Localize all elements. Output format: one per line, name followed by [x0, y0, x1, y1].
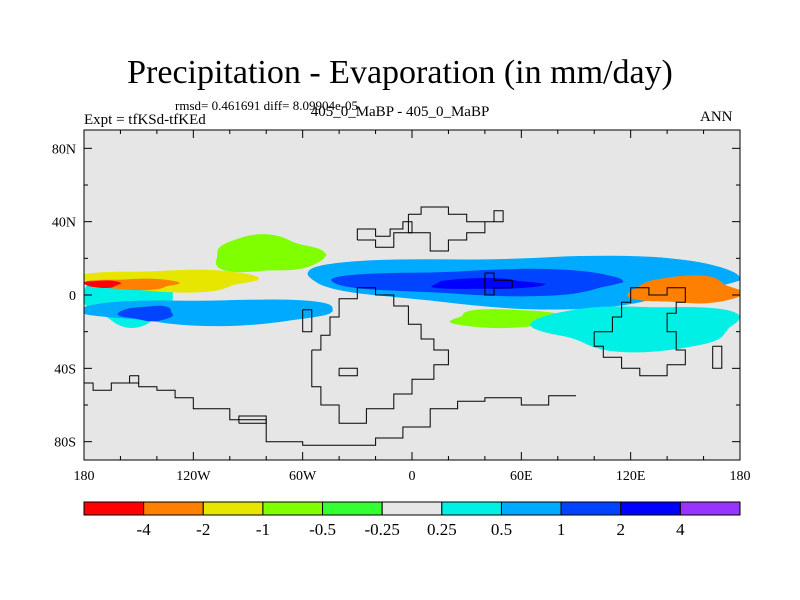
colorbar-box	[262, 501, 324, 516]
coastline-5	[593, 287, 686, 377]
colorbar-box	[143, 501, 204, 516]
colorbar-box	[560, 501, 622, 516]
x-tick-label: 60W	[289, 469, 317, 484]
stats-text: rmsd= 0.461691 diff= 8.09904e-05	[175, 98, 359, 113]
coastlines	[84, 206, 723, 446]
colorbar: -4 -2 -1 -0.5 -0.25 0.25 0.5 1 2 4	[83, 501, 741, 539]
coastline-1	[311, 287, 449, 424]
field-itcz-far-west-max	[84, 280, 121, 289]
colorbar-box	[500, 501, 562, 516]
y-tick-label: 80N	[52, 142, 76, 157]
colorbar-box	[381, 501, 443, 516]
experiment-label: Expt = tfKSd-tfKEd	[84, 112, 206, 128]
y-tick-label: 80S	[54, 436, 76, 451]
colorbar-label: -1	[256, 520, 270, 539]
coastline-0	[84, 382, 576, 446]
field-itcz-east-pacific-dry	[215, 234, 327, 273]
coastline-4	[484, 272, 513, 296]
coastline-10	[238, 415, 267, 424]
colorbar-label: -2	[196, 520, 210, 539]
x-tick-label: 60E	[510, 469, 533, 484]
colorbar-label: -0.5	[309, 520, 336, 539]
colorbar-box	[679, 501, 741, 516]
coastline-2	[356, 221, 413, 248]
coastline-6	[302, 309, 313, 333]
x-tick-label: 180	[730, 469, 751, 484]
field-south-indian-wet	[530, 306, 740, 353]
colorbar-label: -4	[137, 520, 152, 539]
colorbar-label: -0.25	[364, 520, 399, 539]
contour-fields	[84, 234, 740, 353]
colorbar-box	[83, 501, 145, 516]
coastline-8	[712, 345, 723, 369]
x-tick-label: 180	[74, 469, 95, 484]
colorbar-label: 1	[557, 520, 566, 539]
x-tick-label: 0	[409, 469, 416, 484]
coastline-7	[129, 375, 140, 384]
colorbar-label: 4	[676, 520, 685, 539]
chart-title: Precipitation - Evaporation (in mm/day)	[127, 54, 673, 91]
coastline-3	[407, 206, 504, 252]
season-label: ANN	[700, 109, 733, 125]
colorbar-label: 2	[616, 520, 625, 539]
colorbar-box	[202, 501, 264, 516]
axes: 180 120W 60W 0 60E 120E 180 80N 40N 0 40S 80S	[52, 130, 751, 484]
case-label: 405_0_MaBP - 405_0_MaBP	[310, 104, 490, 120]
colorbar-box	[441, 501, 502, 516]
x-tick-label: 120W	[176, 469, 211, 484]
colorbar-label: 0.5	[491, 520, 512, 539]
x-tick-label: 120E	[616, 469, 646, 484]
coastline-9	[338, 367, 358, 377]
y-tick-label: 40S	[54, 362, 76, 377]
colorbar-label: 0.25	[427, 520, 457, 539]
y-tick-label: 0	[69, 289, 76, 304]
colorbar-box	[322, 501, 383, 516]
colorbar-box	[620, 501, 681, 516]
field-atlantic-deep-wet	[431, 277, 546, 289]
field-south-pacific-wet-core	[117, 305, 173, 322]
y-tick-label: 40N	[52, 216, 76, 231]
field-indonesia-dry	[627, 275, 740, 304]
